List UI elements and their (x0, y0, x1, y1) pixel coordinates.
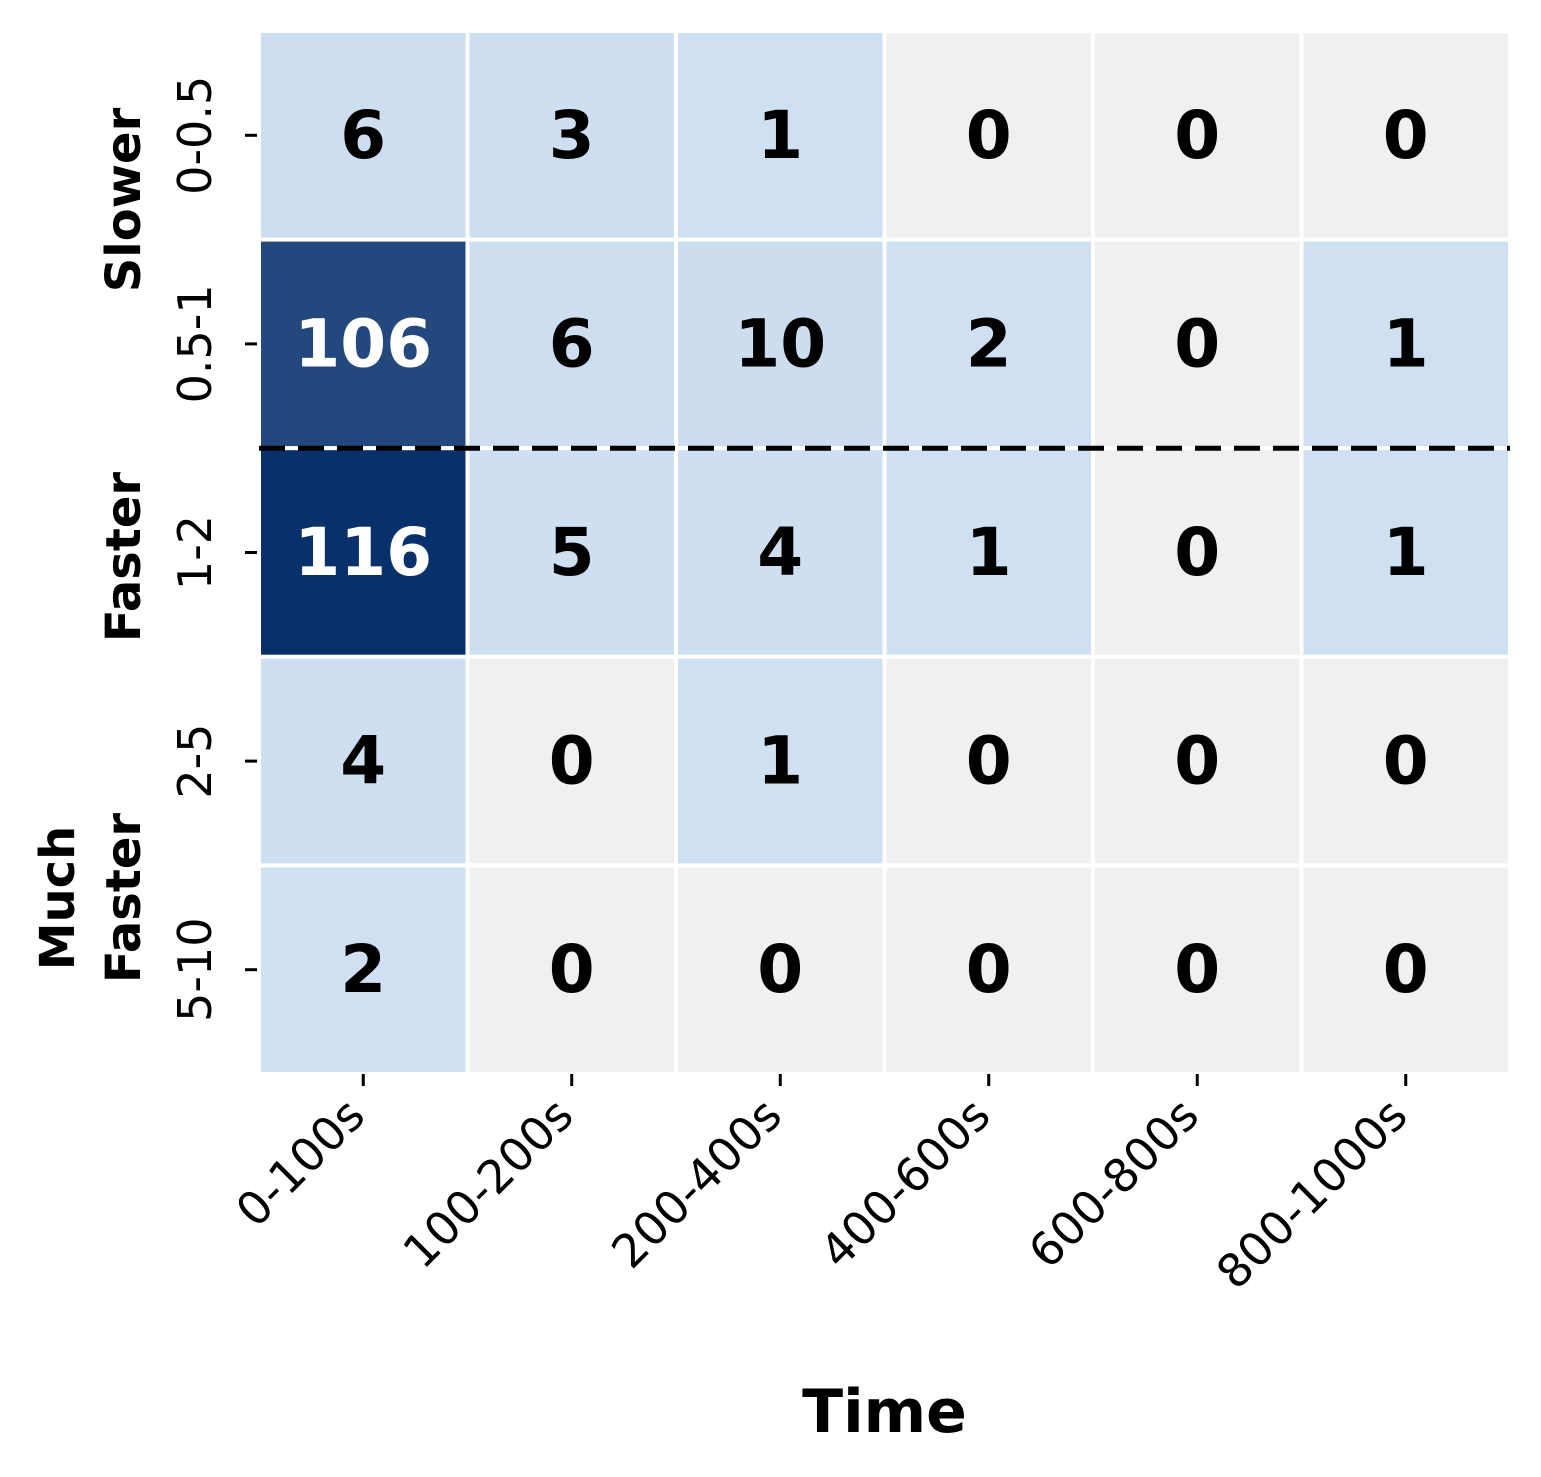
cell-value-label: 6 (340, 97, 386, 174)
x-tick-label: 100-200s (392, 1088, 583, 1279)
cell-value-label: 1 (1383, 305, 1429, 382)
heatmap-cell (1091, 863, 1304, 1077)
y-tick-label: 2-5 (168, 724, 222, 799)
y-group-label: Faster (96, 813, 152, 983)
y-tick-label: 0.5-1 (168, 284, 222, 403)
cell-value-label: 3 (549, 97, 595, 174)
y-tick-label: 0-0.5 (168, 76, 222, 195)
x-tick-label: 400-600s (809, 1088, 1000, 1279)
cell-value-label: 0 (1174, 97, 1220, 174)
y-group-label: Much (30, 826, 86, 971)
heatmap-cell (257, 29, 470, 242)
cell-value-label: 0 (1174, 514, 1220, 591)
x-tick-label: 800-1000s (1206, 1088, 1418, 1300)
cell-value-label: 1 (966, 514, 1012, 591)
y-group-label: Slower (96, 107, 152, 292)
cell-value-label: 10 (734, 305, 826, 382)
y-tick-label: 5-10 (168, 917, 222, 1021)
cell-value-label: 116 (294, 514, 432, 591)
cell-value-label: 0 (966, 931, 1012, 1008)
heatmap-cell (1299, 863, 1512, 1077)
cell-value-label: 6 (549, 305, 595, 382)
heatmap-cell (882, 863, 1095, 1077)
heatmap-cell (882, 654, 1095, 868)
cell-value-label: 1 (757, 97, 803, 174)
cell-value-label: 0 (1174, 723, 1220, 800)
cell-value-label: 0 (966, 723, 1012, 800)
x-axis-title: Time (802, 1377, 967, 1447)
heatmap-cell (882, 446, 1095, 659)
heatmap-cell (257, 654, 470, 868)
cell-value-label: 1 (757, 723, 803, 800)
cell-value-label: 0 (1174, 305, 1220, 382)
heatmap-cell (1299, 29, 1512, 242)
heatmap-cell (1299, 654, 1512, 868)
cell-value-label: 0 (966, 97, 1012, 174)
cell-value-label: 0 (549, 931, 595, 1008)
cell-value-label: 0 (1383, 723, 1429, 800)
heatmap-cell (1091, 446, 1304, 659)
cell-value-label: 0 (1174, 931, 1220, 1008)
heatmap-cell (674, 29, 887, 242)
cell-value-label: 0 (1383, 931, 1429, 1008)
cell-value-label: 4 (757, 514, 803, 591)
cell-value-label: 4 (340, 723, 386, 800)
heatmap-cell (1299, 446, 1512, 659)
cell-value-label: 2 (340, 931, 386, 1008)
cell-value-label: 106 (294, 305, 432, 382)
heatmap-cell (882, 237, 1095, 451)
heatmap-cell (674, 863, 887, 1077)
x-tick-label: 200-400s (601, 1088, 792, 1279)
heatmap-cell (465, 29, 678, 242)
heatmap-cell (257, 863, 470, 1077)
cell-value-label: 0 (757, 931, 803, 1008)
y-tick-label: 1-2 (168, 515, 222, 590)
heatmap-cell (465, 654, 678, 868)
heatmap-cell (465, 237, 678, 451)
cell-value-label: 0 (549, 723, 595, 800)
x-tick-label: 600-800s (1018, 1088, 1209, 1279)
y-group-label: Faster (96, 472, 152, 642)
heatmap-cell (1091, 654, 1304, 868)
cell-value-label: 1 (1383, 514, 1429, 591)
cell-value-label: 5 (549, 514, 595, 591)
heatmap-cell (674, 654, 887, 868)
x-tick-label: 0-100s (225, 1088, 375, 1238)
cell-value-label: 2 (966, 305, 1012, 382)
cell-value-label: 0 (1383, 97, 1429, 174)
heatmap-cell (1299, 237, 1512, 451)
